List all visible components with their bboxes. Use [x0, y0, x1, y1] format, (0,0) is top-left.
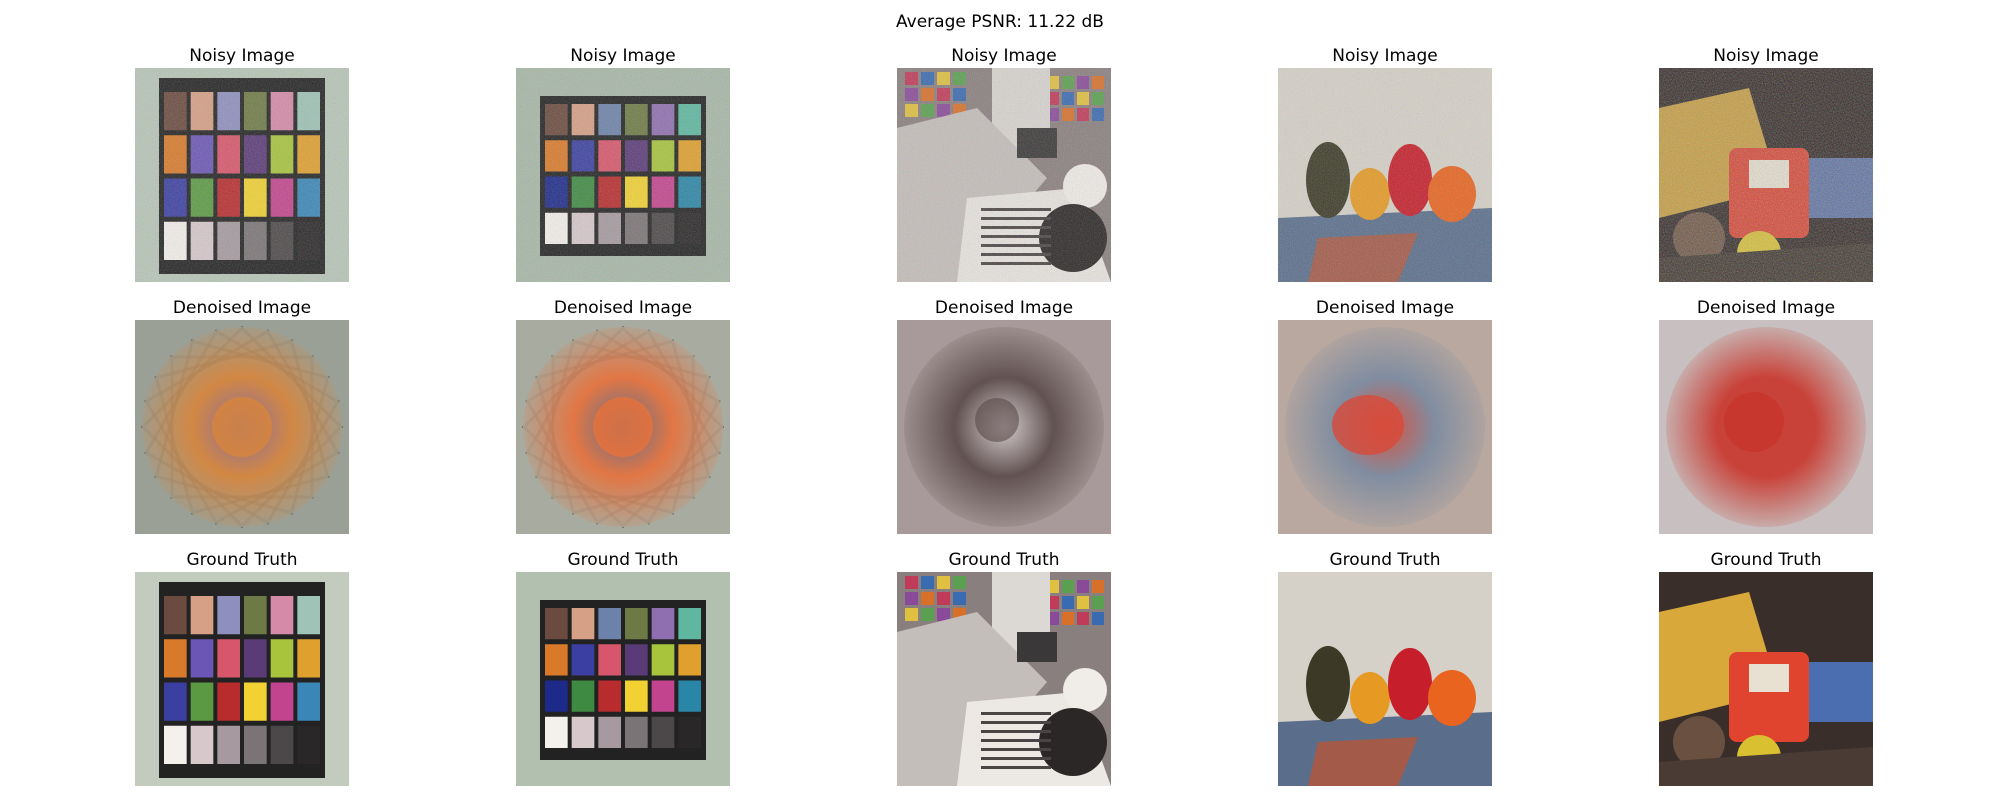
panel-image — [1278, 320, 1492, 534]
color-checker-portrait-image — [135, 68, 349, 282]
panel-title: Denoised Image — [172, 298, 312, 318]
panel-image — [135, 68, 349, 282]
panel-image — [897, 68, 1111, 282]
panel-image — [1659, 68, 1873, 282]
panel-title: Ground Truth — [1710, 550, 1822, 570]
panel-title: Noisy Image — [951, 46, 1057, 66]
office-desk-image — [897, 572, 1111, 786]
panel-title: Denoised Image — [1696, 298, 1836, 318]
panel-title: Ground Truth — [567, 550, 679, 570]
panel-title: Noisy Image — [189, 46, 295, 66]
panel-title: Denoised Image — [1315, 298, 1455, 318]
panel-title: Ground Truth — [186, 550, 298, 570]
figure-suptitle: Average PSNR: 11.22 dB — [896, 12, 1104, 32]
panel-image — [516, 320, 730, 534]
panel-image — [135, 320, 349, 534]
blur-truck-image — [1659, 320, 1873, 534]
panel-image — [1278, 68, 1492, 282]
panel-image — [1659, 572, 1873, 786]
blur-peppers-image — [1278, 320, 1492, 534]
panel-image — [897, 320, 1111, 534]
panel-image — [516, 68, 730, 282]
panel-title: Ground Truth — [948, 550, 1060, 570]
blur-checker-b-image — [516, 320, 730, 534]
blur-desk-image — [897, 320, 1111, 534]
panel-title: Noisy Image — [570, 46, 676, 66]
panel-image — [1659, 320, 1873, 534]
panel-image — [897, 572, 1111, 786]
peppers-image — [1278, 68, 1492, 282]
panel-title: Denoised Image — [934, 298, 1074, 318]
color-checker-portrait-image — [135, 572, 349, 786]
office-desk-image — [897, 68, 1111, 282]
panel-title: Noisy Image — [1713, 46, 1819, 66]
panel-title: Ground Truth — [1329, 550, 1441, 570]
panel-image — [1278, 572, 1492, 786]
panel-image — [135, 572, 349, 786]
panel-image — [516, 572, 730, 786]
panel-title: Denoised Image — [553, 298, 693, 318]
toy-truck-image — [1659, 572, 1873, 786]
blur-checker-a-image — [135, 320, 349, 534]
panel-title: Noisy Image — [1332, 46, 1438, 66]
peppers-image — [1278, 572, 1492, 786]
toy-truck-image — [1659, 68, 1873, 282]
color-checker-landscape-image — [516, 572, 730, 786]
color-checker-landscape-image — [516, 68, 730, 282]
